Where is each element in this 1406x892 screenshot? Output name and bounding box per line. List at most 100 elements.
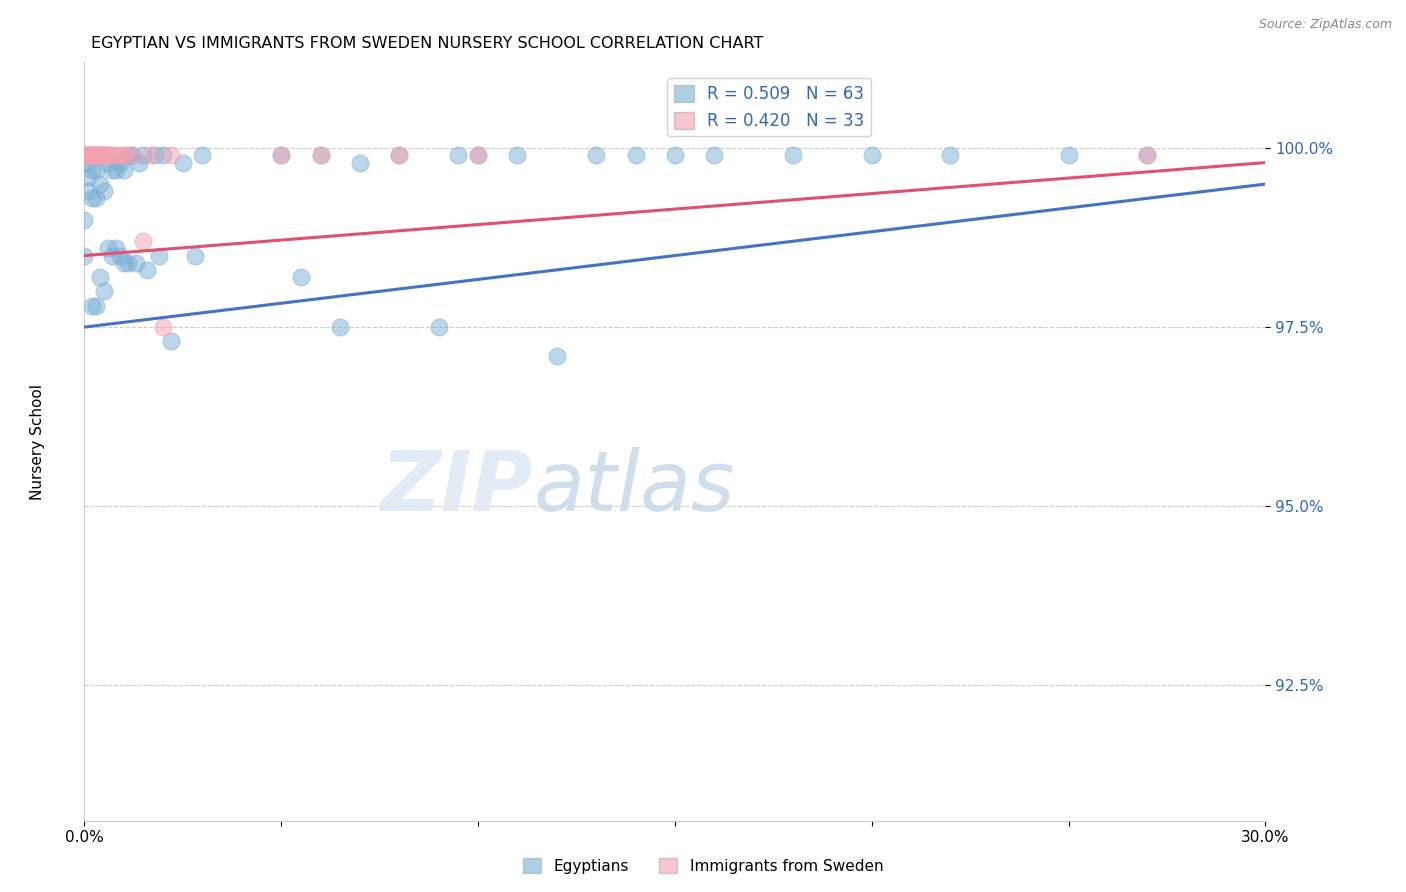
Point [93,148,115,162]
Point [939,148,962,162]
Point [1136,148,1159,162]
Point [349,155,371,169]
Point [270,148,292,162]
Point [160,148,183,162]
Point [77,148,100,162]
Point [624,148,647,162]
Point [270,148,292,162]
Text: Source: ZipAtlas.com: Source: ZipAtlas.com [1258,18,1392,31]
Point [148,249,170,263]
Point [101,249,124,263]
Point [329,320,352,334]
Point [77,155,100,169]
Point [93,285,115,299]
Point [132,234,155,248]
Point [104,162,127,177]
Point [447,148,470,162]
Point [89,177,111,191]
Point [1136,148,1159,162]
Point [112,162,135,177]
Point [97,148,120,162]
Point [108,249,131,263]
Point [89,148,111,162]
Point [97,148,120,162]
Point [152,148,174,162]
Point [84,148,107,162]
Point [128,155,150,169]
Point [191,148,214,162]
Text: EGYPTIAN VS IMMIGRANTS FROM SWEDEN NURSERY SCHOOL CORRELATION CHART: EGYPTIAN VS IMMIGRANTS FROM SWEDEN NURSE… [91,36,763,51]
Point [77,169,100,184]
Point [160,334,183,349]
Point [84,299,107,313]
Text: Nursery School: Nursery School [30,384,45,500]
Point [101,148,124,162]
Point [117,148,139,162]
Point [143,148,166,162]
Legend: Egyptians, Immigrants from Sweden: Egyptians, Immigrants from Sweden [516,852,890,880]
Point [77,148,100,162]
Point [117,256,139,270]
Point [89,270,111,285]
Point [84,148,107,162]
Point [93,184,115,198]
Point [309,148,332,162]
Point [703,148,725,162]
Point [388,148,411,162]
Point [101,162,124,177]
Point [93,148,115,162]
Point [664,148,686,162]
Point [73,249,96,263]
Point [82,148,104,162]
Point [104,148,127,162]
Point [97,155,120,169]
Point [82,148,104,162]
Point [84,148,107,162]
Point [121,148,143,162]
Point [97,241,120,255]
Point [782,148,804,162]
Point [93,148,115,162]
Point [467,148,489,162]
Point [183,249,205,263]
Point [77,148,100,162]
Point [89,148,111,162]
Point [172,155,194,169]
Point [104,241,127,255]
Point [82,148,104,162]
Point [89,148,111,162]
Point [388,148,411,162]
Point [77,148,100,162]
Point [84,148,107,162]
Text: ZIP: ZIP [381,447,533,527]
Point [73,148,96,162]
Point [108,155,131,169]
Point [124,256,146,270]
Point [546,349,568,363]
Point [112,256,135,270]
Point [108,148,131,162]
Point [860,148,883,162]
Point [427,320,450,334]
Point [82,148,104,162]
Point [152,320,174,334]
Point [84,162,107,177]
Point [82,191,104,205]
Point [121,148,143,162]
Point [132,148,155,162]
Point [141,148,163,162]
Point [73,212,96,227]
Point [82,162,104,177]
Point [77,184,100,198]
Point [82,299,104,313]
Point [506,148,529,162]
Point [84,191,107,205]
Text: atlas: atlas [533,447,735,527]
Point [290,270,312,285]
Point [1057,148,1080,162]
Point [309,148,332,162]
Point [112,148,135,162]
Point [585,148,607,162]
Legend: R = 0.509   N = 63, R = 0.420   N = 33: R = 0.509 N = 63, R = 0.420 N = 33 [668,78,872,136]
Point [136,263,159,277]
